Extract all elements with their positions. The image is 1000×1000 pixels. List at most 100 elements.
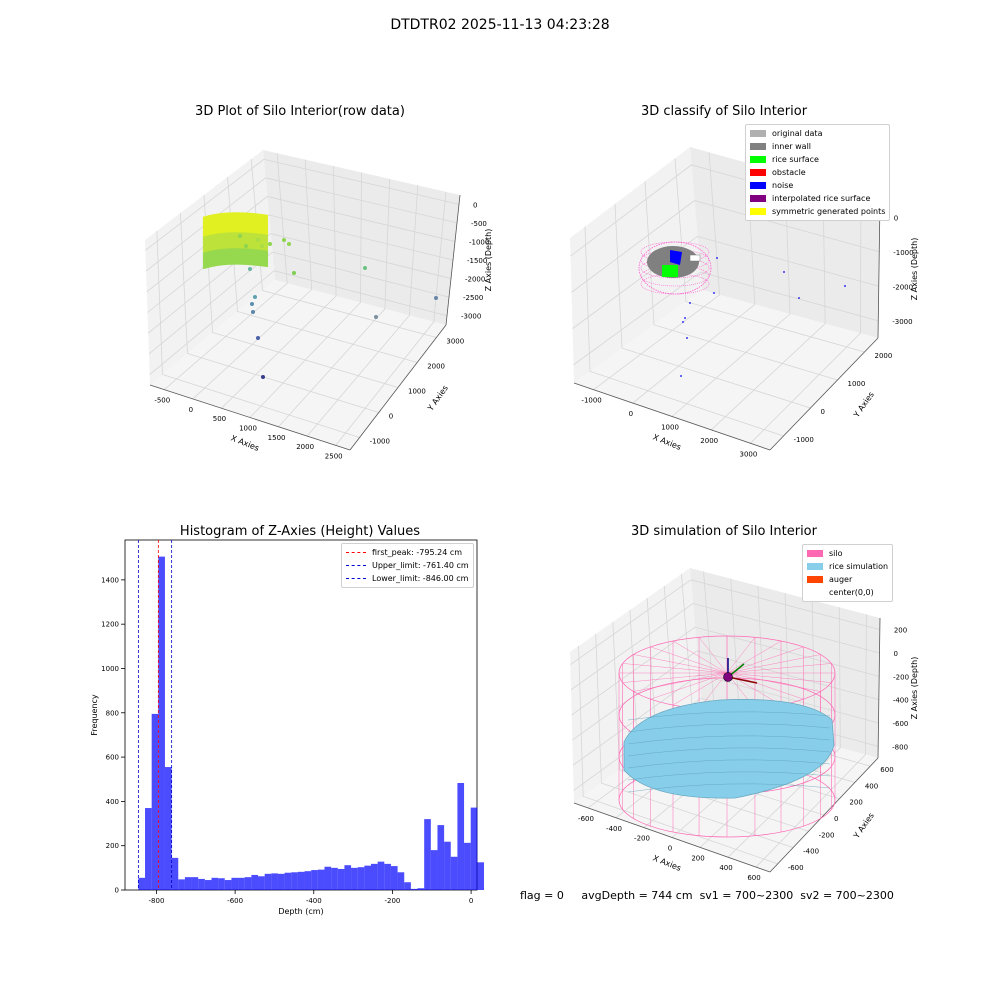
- p1-grid-z: [147, 214, 454, 313]
- p1-x-axis-line: [149, 384, 351, 451]
- p4-silo-spoke: [672, 672, 728, 706]
- p1-data-point: [282, 238, 286, 242]
- p1-x-tick: 500: [213, 415, 226, 423]
- hist-bar: [317, 869, 325, 890]
- legend-item: interpolated rice surface: [750, 192, 885, 205]
- p1-cloud-band: [202, 238, 269, 246]
- p1-data-point: [256, 238, 260, 242]
- p1-data-point: [256, 336, 260, 340]
- p4-x-tick: 200: [691, 854, 704, 862]
- p2-y-axis-line: [769, 337, 879, 451]
- hist-bar: [264, 873, 272, 890]
- legend-item: rice simulation: [807, 560, 888, 573]
- p2-interp-ring: [640, 257, 710, 279]
- hist-y-tick: 1400: [101, 576, 119, 584]
- p4-y-tick: 600: [880, 766, 893, 774]
- p1-cloud-band: [202, 212, 269, 220]
- p2-z-axis-line: [877, 199, 881, 339]
- p1-cloud-band: [202, 240, 269, 248]
- p2-grid-x: [593, 152, 721, 391]
- p4-silo-spoke: [726, 672, 804, 700]
- p1-grid-y: [156, 230, 360, 438]
- p4-x-tick: -600: [578, 815, 594, 823]
- p2-grid-x: [750, 194, 862, 444]
- hist-bar: [457, 783, 465, 890]
- p1-cloud-band: [202, 250, 269, 258]
- p1-grid-x: [306, 185, 419, 437]
- p4-x-tick: 600: [747, 874, 760, 882]
- p4-left-pane: [570, 568, 702, 803]
- p1-x-tick: -500: [154, 397, 170, 405]
- p1-cloud-band: [202, 258, 269, 266]
- p4-silo-spoke: [622, 663, 728, 674]
- p4-z-tick: -400: [893, 697, 909, 705]
- p1-cloud-band: [202, 216, 269, 224]
- p1-y-tick: -1000: [370, 438, 390, 446]
- hist-bar: [284, 872, 292, 890]
- p4-auger-axis-x: [727, 676, 758, 684]
- hist-bar: [258, 876, 265, 890]
- p2-left-pane: [570, 147, 702, 383]
- status-sv2: sv2 = 700~2300: [800, 889, 894, 902]
- p4-silo-spoke: [672, 640, 728, 674]
- hist-y-tick: 800: [106, 709, 119, 717]
- hist-bar: [304, 871, 312, 890]
- hist-bar: [417, 888, 425, 890]
- p1-data-point: [260, 244, 264, 248]
- hist-bar: [357, 867, 365, 890]
- p1-y-tick: 3000: [446, 338, 464, 346]
- p4-y-tick: -400: [803, 848, 819, 856]
- p2-x-tick: 1000: [661, 424, 679, 432]
- legend-swatch: [750, 143, 766, 150]
- p1-cloud-band: [202, 248, 269, 256]
- hist-x-label: Depth (cm): [278, 907, 323, 916]
- p1-x-tick: 2000: [296, 443, 314, 451]
- p4-silo-spoke: [726, 654, 821, 674]
- p2-x-tick: 2000: [700, 437, 718, 445]
- p2-noise-point: [798, 297, 800, 299]
- p1-z-tick: 0: [473, 201, 477, 209]
- p1-grid-y: [180, 212, 379, 413]
- p4-grid-y: [612, 621, 809, 832]
- legend-swatch: [750, 208, 766, 215]
- p2-noise-point: [689, 302, 691, 304]
- p2-interp-surface: [638, 241, 712, 295]
- p2-y-tick: 2000: [875, 352, 893, 360]
- p4-grid-z: [570, 579, 880, 665]
- p1-data-point: [434, 296, 438, 300]
- hist-bar: [151, 713, 159, 890]
- hist-bar: [224, 880, 232, 890]
- hist-bar: [218, 878, 225, 890]
- p1-cloud-band: [202, 234, 269, 242]
- p2-z-tick: 0: [894, 214, 898, 222]
- p4-silo-spoke: [726, 640, 782, 674]
- p1-data-point: [251, 310, 255, 314]
- p1-grid-z: [148, 251, 450, 355]
- legend-item: silo: [807, 547, 888, 560]
- p1-grid-y: [250, 158, 437, 338]
- hist-bar: [138, 877, 146, 890]
- p2-noise-point: [844, 285, 846, 287]
- p2-noise-cluster: [670, 250, 682, 265]
- status-avg-depth: avgDepth = 744 cm: [581, 889, 693, 902]
- p1-x-tick: 1500: [268, 434, 286, 442]
- legend-label: rice simulation: [829, 562, 889, 571]
- legend-swatch: [750, 169, 766, 176]
- hist-y-tick: 200: [106, 842, 119, 850]
- p1-data-point: [268, 242, 272, 246]
- hist-bar: [410, 888, 418, 890]
- p1-grid-x: [335, 191, 447, 446]
- hist-bar: [450, 856, 458, 890]
- legend-label: center(0,0): [829, 588, 874, 597]
- p1-y-tick: 2000: [427, 363, 445, 371]
- p4-z-label: Z Axies (Depth): [910, 657, 919, 720]
- p2-interp-ring: [640, 273, 710, 295]
- p4-y-tick: 400: [865, 782, 878, 790]
- legend-label: symmetric generated points: [772, 207, 886, 216]
- hist-bar: [437, 825, 445, 890]
- plot1-title: 3D Plot of Silo Interior(row data): [195, 104, 405, 119]
- p4-rice-mesh-line: [627, 783, 831, 793]
- hist-bar: [158, 556, 165, 890]
